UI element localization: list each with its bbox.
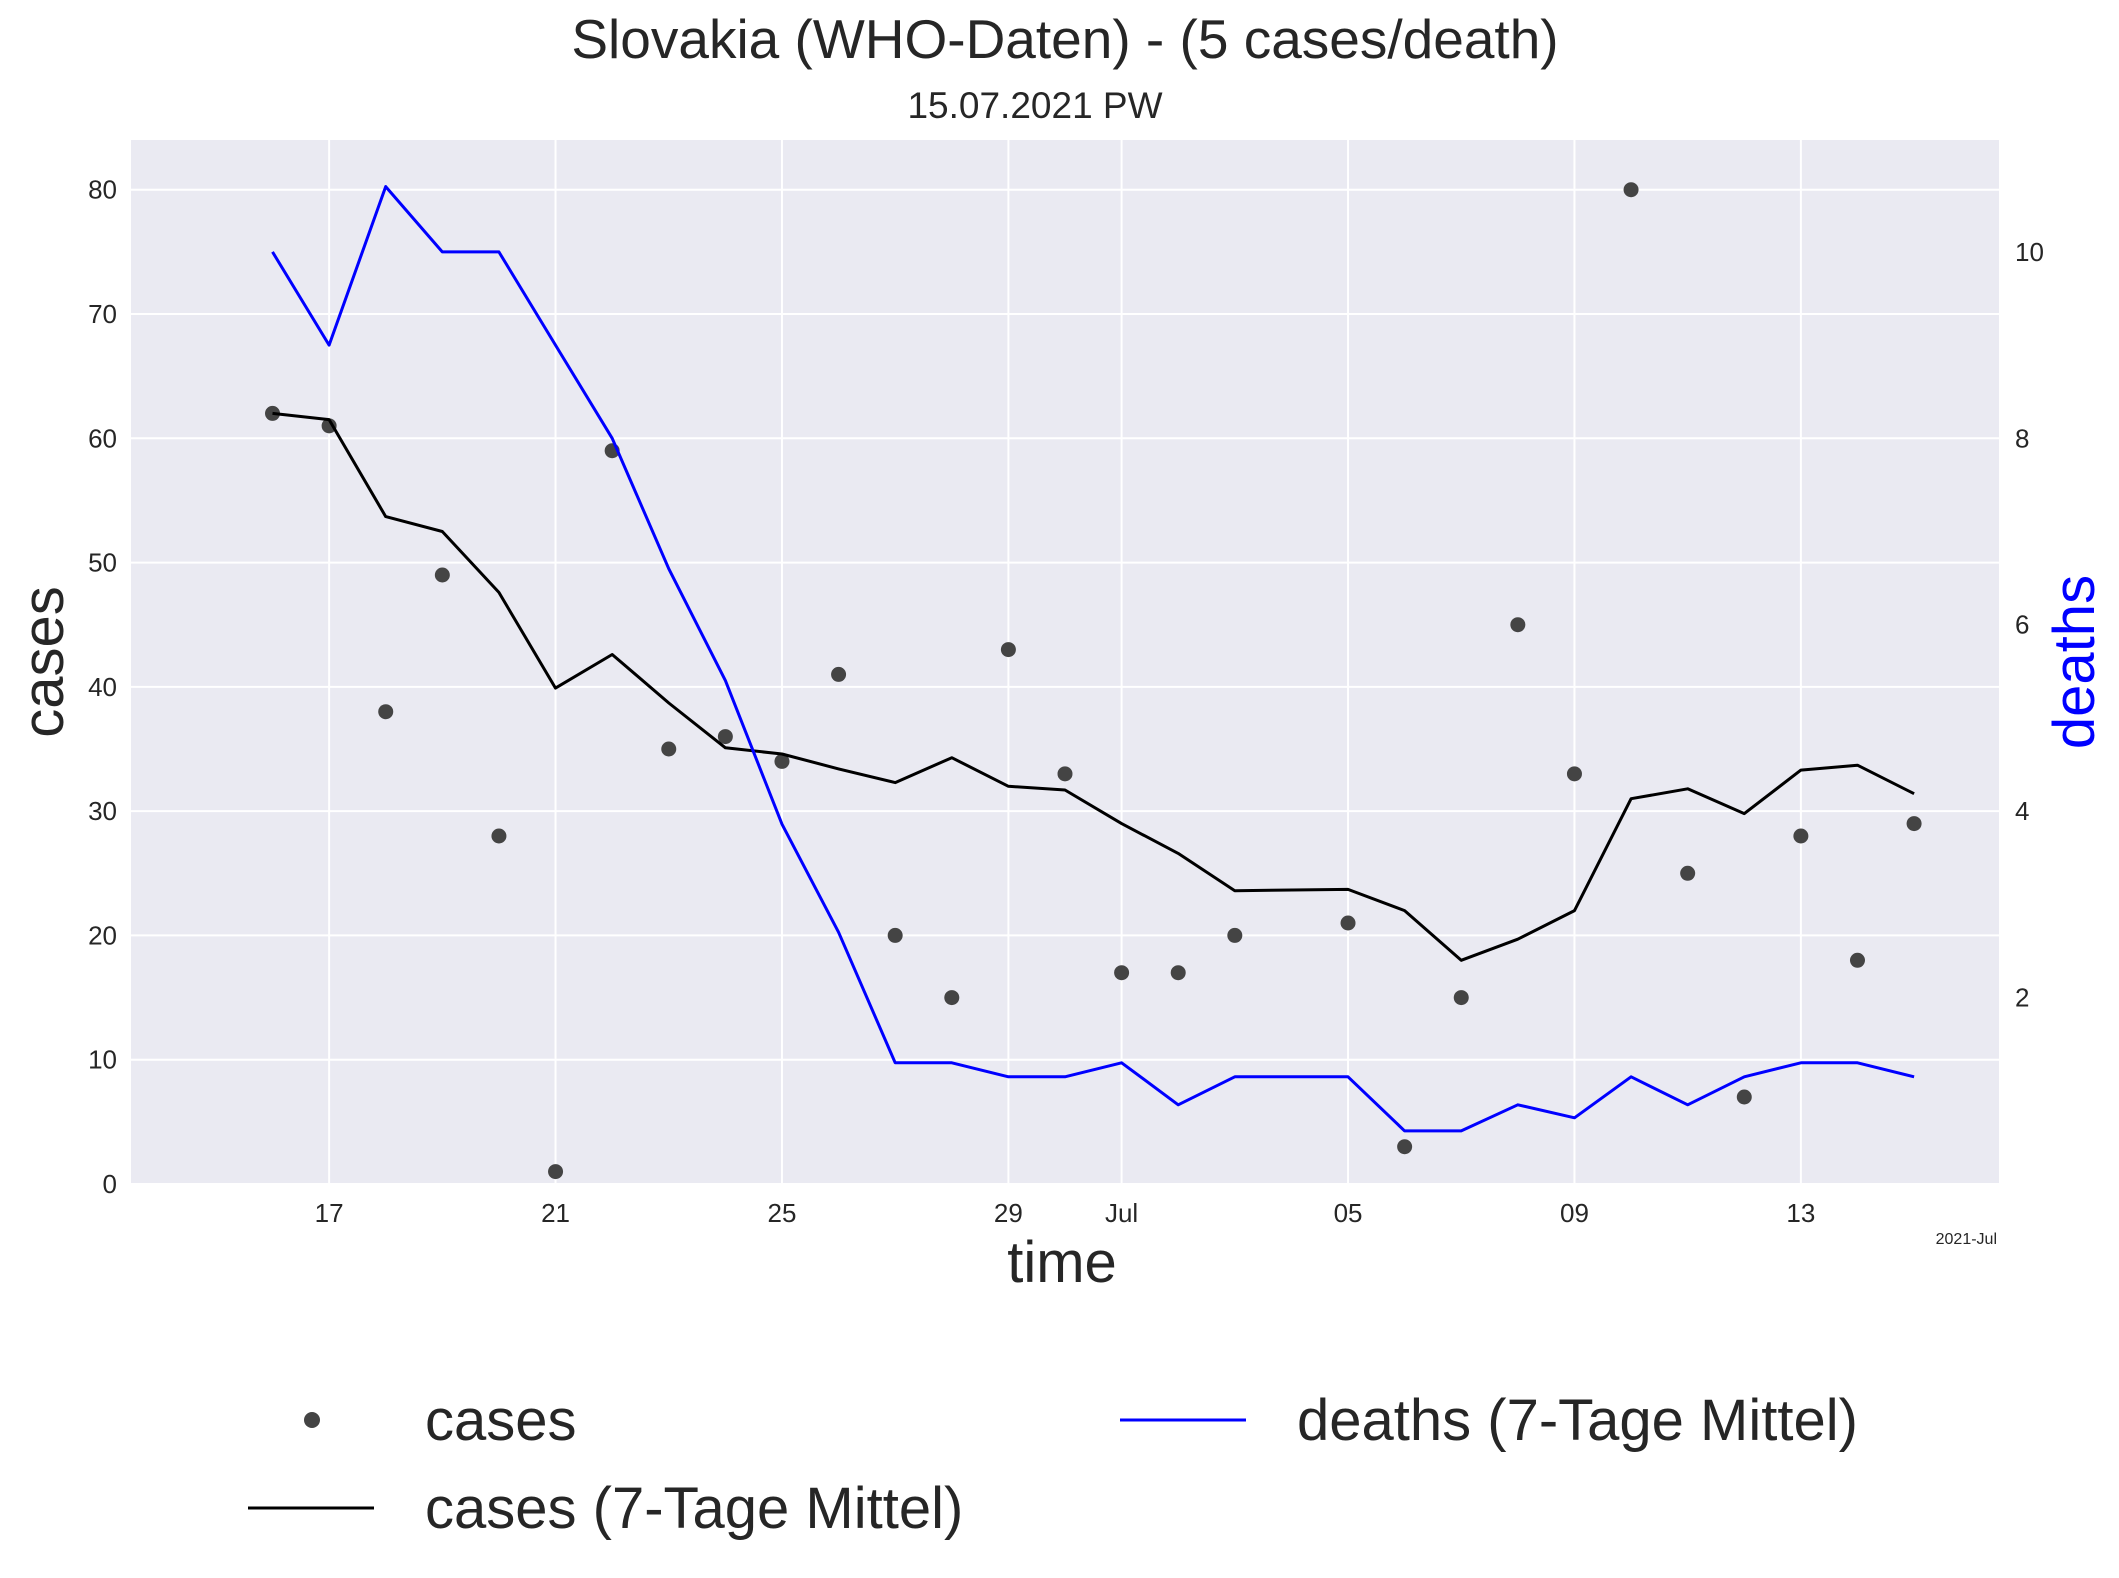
series-line-deaths-7-tage-mittel	[271, 185, 1915, 1133]
x-offset-label: 2021-Jul	[1936, 1231, 1997, 1248]
data-point-cases	[1793, 828, 1809, 844]
data-point-cases	[1736, 1089, 1752, 1105]
x-axis-label: time	[1007, 1230, 1117, 1295]
x-tick-label: 17	[315, 1198, 344, 1228]
data-point-cases	[1057, 766, 1073, 782]
series-line-cases-7-tage-mittel	[272, 411, 1915, 962]
data-point-cases	[378, 704, 394, 720]
grid	[131, 140, 1999, 1185]
y-axis-label-right: deaths	[2042, 575, 2107, 749]
data-point-cases	[321, 418, 337, 434]
y-tick-label-left: 10	[88, 1045, 117, 1075]
data-point-cases	[831, 666, 847, 682]
y-tick-label-right: 8	[2015, 423, 2029, 453]
data-point-cases	[1114, 965, 1130, 981]
y-tick-label-right: 10	[2015, 237, 2044, 267]
data-point-cases	[661, 741, 677, 757]
chart-subtitle: 15.07.2021 PW	[907, 85, 1162, 126]
data-point-cases	[1453, 990, 1469, 1006]
data-point-cases	[434, 567, 450, 583]
y-tick-label-left: 0	[103, 1169, 117, 1199]
legend-marker-cases	[304, 1412, 320, 1428]
data-point-cases	[1849, 952, 1865, 968]
y-tick-label-left: 20	[88, 920, 117, 950]
legend: cases cases (7-Tage Mittel) deaths (7-Ta…	[248, 1388, 1858, 1541]
y-tick-label-left: 60	[88, 423, 117, 453]
series-layer	[265, 182, 1922, 1180]
data-point-cases	[887, 927, 903, 943]
y-tick-label-left: 30	[88, 796, 117, 826]
x-tick-label: 29	[994, 1198, 1023, 1228]
data-point-cases	[944, 990, 960, 1006]
y-tick-label-right: 6	[2015, 610, 2029, 640]
x-tick-label: 25	[768, 1198, 797, 1228]
tick-labels: 0 10 20 30 40 50 60 70 80 2 4 6 8 10 17 21 25 29 Jul 05 09 13	[88, 175, 2044, 1228]
legend-label-deaths-mean: deaths (7-Tage Mittel)	[1297, 1388, 1858, 1453]
y-tick-label-left: 50	[88, 548, 117, 578]
data-point-cases	[774, 753, 790, 769]
legend-label-cases: cases	[425, 1388, 577, 1453]
x-tick-label: 05	[1334, 1198, 1363, 1228]
data-point-cases	[1000, 642, 1016, 658]
legend-label-cases-mean: cases (7-Tage Mittel)	[425, 1476, 963, 1541]
data-point-cases	[1340, 915, 1356, 931]
y-tick-label-left: 70	[88, 299, 117, 329]
data-point-cases	[548, 1164, 564, 1180]
chart-title: Slovakia (WHO-Daten) - (5 cases/death)	[571, 8, 1558, 70]
x-tick-label: 13	[1786, 1198, 1815, 1228]
data-point-cases	[1906, 816, 1922, 832]
data-point-cases	[717, 729, 733, 745]
plot-area	[131, 140, 1999, 1184]
y-tick-label-left: 40	[88, 672, 117, 702]
y-tick-label-right: 4	[2015, 796, 2029, 826]
data-point-cases	[1170, 965, 1186, 981]
data-point-cases	[1510, 617, 1526, 633]
x-tick-label: 09	[1560, 1198, 1589, 1228]
y-axis-label-left: cases	[11, 586, 76, 738]
y-tick-label-right: 2	[2015, 983, 2029, 1013]
data-point-cases	[491, 828, 507, 844]
data-point-cases	[1680, 865, 1696, 881]
data-point-cases	[1566, 766, 1582, 782]
x-tick-label: 21	[541, 1198, 570, 1228]
data-point-cases	[1397, 1139, 1413, 1155]
data-point-cases	[1227, 927, 1243, 943]
y-tick-label-left: 80	[88, 175, 117, 205]
data-point-cases	[1623, 182, 1639, 198]
x-tick-label: Jul	[1105, 1198, 1138, 1228]
